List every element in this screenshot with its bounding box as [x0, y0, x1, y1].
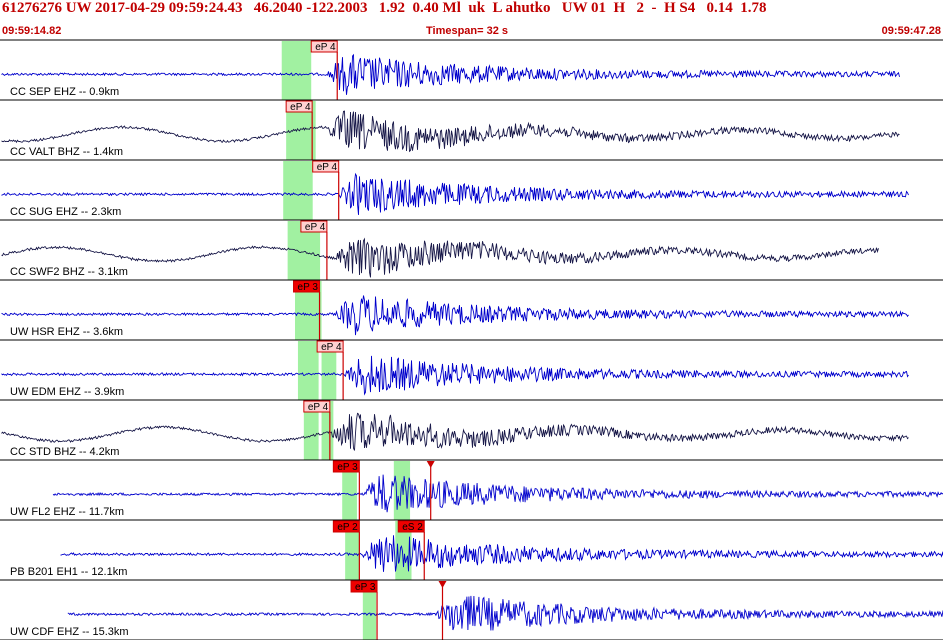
- waveform-trace: [1, 110, 900, 153]
- station-label: UW HSR EHZ -- 3.6km: [10, 326, 124, 338]
- station-label: UW FL2 EHZ -- 11.7km: [10, 506, 125, 518]
- waveform-trace: [60, 535, 943, 572]
- pick-box: [293, 280, 321, 293]
- waveform-trace: [1, 295, 909, 336]
- event-header: 61276276 UW 2017-04-29 09:59:24.43 46.20…: [2, 0, 767, 16]
- pick-label: eP 4: [305, 222, 326, 233]
- pick-window: [321, 401, 334, 460]
- pick-label: eP 2: [337, 522, 358, 533]
- start-time: 09:59:14.82: [2, 25, 62, 37]
- station-label: UW EDM EHZ -- 3.9km: [10, 386, 125, 398]
- pick-window: [321, 341, 337, 400]
- station-label: CC SUG EHZ -- 2.3km: [10, 206, 122, 218]
- waveform-trace: [1, 172, 909, 215]
- pick-label: eS 2: [402, 522, 423, 533]
- station-label: CC STD BHZ -- 4.2km: [10, 446, 120, 458]
- pick-window: [297, 341, 319, 400]
- pick-box: [332, 460, 360, 473]
- pick-label: eP 4: [290, 102, 311, 113]
- pick-box: [312, 160, 340, 173]
- pick-label: eP 3: [355, 582, 376, 593]
- pick-box: [316, 340, 344, 353]
- pick-window: [362, 581, 377, 640]
- pick-window: [395, 521, 412, 580]
- waveform-trace: [1, 355, 909, 396]
- waveform-trace: [1, 412, 909, 451]
- station-label: CC SWF2 BHZ -- 3.1km: [10, 266, 128, 278]
- pick-box: [310, 40, 338, 53]
- pick-window: [283, 161, 313, 220]
- pick-box: [303, 400, 331, 413]
- pick-box: [332, 520, 360, 533]
- pick-window: [281, 41, 312, 100]
- pick-window: [393, 461, 411, 520]
- pick-label: eP 4: [321, 342, 342, 353]
- station-label: CC SEP EHZ -- 0.9km: [10, 86, 120, 98]
- waveform-trace: [1, 53, 900, 95]
- pick-window: [345, 521, 360, 580]
- waveform-trace: [1, 237, 879, 278]
- pick-label: eP 4: [308, 402, 329, 413]
- station-label: CC VALT BHZ -- 1.4km: [10, 146, 124, 158]
- timespan-label: Timespan= 32 s: [426, 25, 509, 37]
- pick-box: [285, 100, 313, 113]
- end-time: 09:59:47.28: [881, 25, 941, 37]
- waveform-trace: [67, 595, 943, 631]
- pick-label: eP 4: [315, 42, 336, 53]
- pick-window: [342, 461, 357, 520]
- station-label: UW CDF EHZ -- 15.3km: [10, 626, 129, 638]
- waveform-trace: [52, 474, 943, 513]
- pick-label: eP 3: [337, 462, 358, 473]
- station-label: PB B201 EH1 -- 12.1km: [10, 566, 128, 578]
- pick-box: [350, 580, 378, 593]
- pick-label: eP 3: [298, 282, 319, 293]
- pick-box: [397, 520, 425, 533]
- pick-label: eP 4: [317, 162, 338, 173]
- pick-marker-icon: [426, 461, 435, 468]
- pick-box: [300, 220, 328, 233]
- pick-marker-icon: [438, 581, 447, 588]
- pick-window: [303, 401, 319, 460]
